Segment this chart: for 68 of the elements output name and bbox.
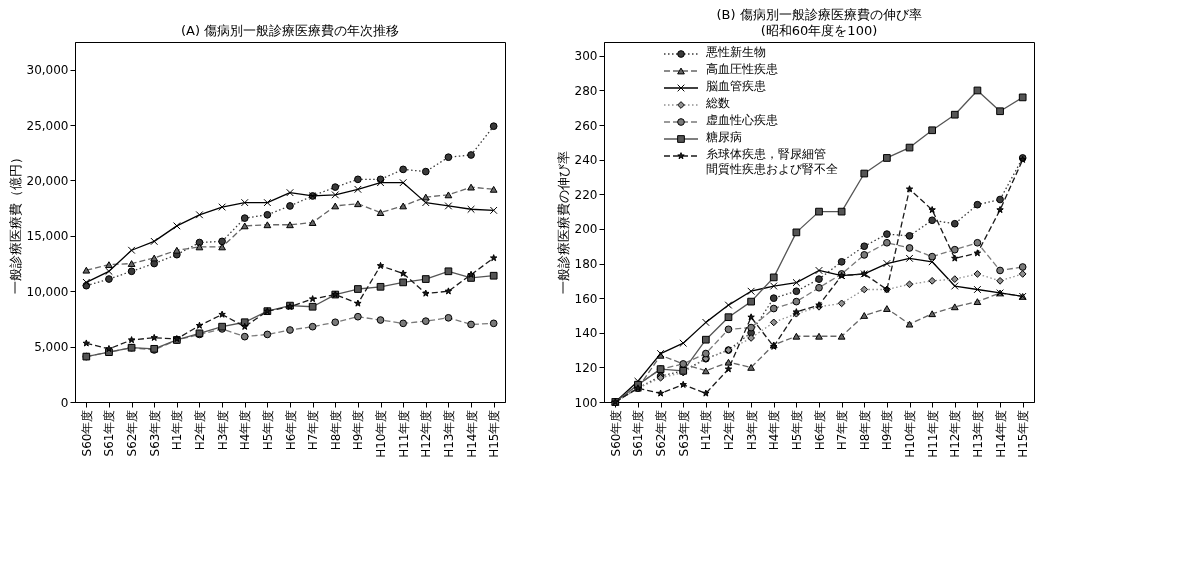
x-tick-label: H13年度	[970, 409, 985, 458]
y-tick-label: 120	[574, 360, 598, 375]
legend-label: 糸球体疾患，腎尿細管間質性疾患および腎不全	[706, 147, 838, 176]
x-tick-label: H6年度	[812, 409, 827, 451]
y-tick-label: 5,000	[34, 340, 69, 355]
legend-label: 糖尿病	[706, 130, 742, 144]
x-tick-label: H2年度	[721, 409, 736, 451]
x-tick-label: S61年度	[102, 409, 117, 457]
x-tick-label: H13年度	[441, 409, 456, 458]
x-tick-label: S60年度	[608, 409, 623, 457]
x-tick-label: H7年度	[835, 409, 850, 451]
y-tick-label: 280	[574, 83, 598, 98]
y-tick-label: 260	[574, 118, 598, 133]
x-tick-label: H8年度	[857, 409, 872, 451]
x-tick-label: H5年度	[789, 409, 804, 451]
y-axis-title: 一般診療医療費の伸び率	[555, 151, 571, 294]
y-tick-label: 200	[574, 222, 598, 237]
y-tick-label: 300	[574, 49, 598, 64]
x-tick-label: H12年度	[419, 409, 434, 458]
y-axis-title: 一般診療医療費（億円）	[7, 151, 23, 294]
x-tick-label: H9年度	[351, 409, 366, 451]
y-tick-label: 20,000	[26, 173, 69, 188]
y-tick-label: 100	[574, 395, 598, 410]
x-tick-label: H15年度	[487, 409, 502, 458]
x-tick-label: H8年度	[328, 409, 343, 451]
y-tick-label: 160	[574, 291, 598, 306]
y-tick-label: 140	[574, 326, 598, 341]
chart-title: (B) 傷病別一般診療医療費の伸び率	[716, 7, 922, 22]
x-tick-label: H4年度	[767, 409, 782, 451]
chart-subtitle: (昭和60年度を100)	[760, 23, 878, 38]
x-tick-label: H1年度	[699, 409, 714, 451]
x-tick-label: S62年度	[125, 409, 140, 457]
x-tick-label: H11年度	[396, 409, 411, 458]
y-tick-label: 15,000	[26, 229, 69, 244]
chart-title: (A) 傷病別一般診療医療費の年次推移	[180, 23, 400, 38]
y-tick-label: 220	[574, 187, 598, 202]
x-tick-label: H1年度	[170, 409, 185, 451]
x-tick-label: H11年度	[925, 409, 940, 458]
y-tick-label: 30,000	[26, 63, 69, 78]
x-tick-label: S62年度	[654, 409, 669, 457]
x-tick-label: H4年度	[238, 409, 253, 451]
x-tick-label: S60年度	[79, 409, 94, 457]
x-tick-label: H14年度	[464, 409, 479, 458]
x-tick-label: S61年度	[631, 409, 646, 457]
x-tick-label: S63年度	[676, 409, 691, 457]
legend-label: 高血圧性疾患	[706, 62, 778, 76]
x-tick-label: H10年度	[374, 409, 389, 458]
x-tick-label: H15年度	[1016, 409, 1031, 458]
x-tick-label: H10年度	[903, 409, 918, 458]
x-tick-label: H2年度	[192, 409, 207, 451]
x-tick-label: H12年度	[948, 409, 963, 458]
y-tick-label: 25,000	[26, 118, 69, 133]
x-tick-label: H14年度	[993, 409, 1008, 458]
y-tick-label: 240	[574, 153, 598, 168]
x-tick-label: S63年度	[147, 409, 162, 457]
x-tick-label: H9年度	[880, 409, 895, 451]
y-tick-label: 180	[574, 257, 598, 272]
x-tick-label: H3年度	[744, 409, 759, 451]
x-tick-label: H5年度	[260, 409, 275, 451]
legend-label: 虚血性心疾患	[706, 113, 778, 127]
x-tick-label: H7年度	[306, 409, 321, 451]
legend-label: 脳血管疾患	[706, 79, 766, 93]
x-tick-label: H6年度	[283, 409, 298, 451]
y-tick-label: 0	[60, 395, 69, 410]
legend-label: 総数	[705, 96, 730, 110]
x-tick-label: H3年度	[215, 409, 230, 451]
legend-label: 悪性新生物	[705, 45, 766, 59]
y-tick-label: 10,000	[26, 284, 69, 299]
